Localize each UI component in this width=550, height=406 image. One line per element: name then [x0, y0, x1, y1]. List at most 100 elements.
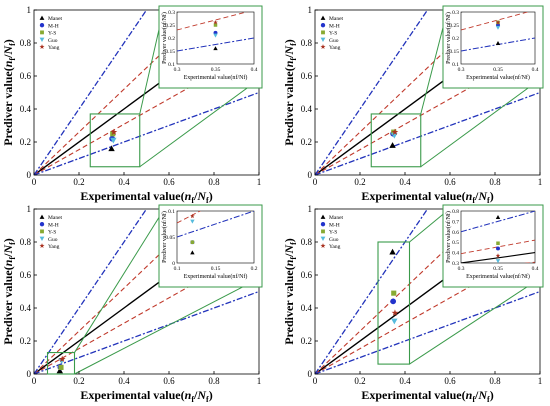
legend-marker — [39, 214, 45, 219]
inset-lower-band-30-line — [177, 12, 249, 31]
legend-label: Guo — [48, 38, 58, 44]
data-point-guo — [110, 137, 117, 144]
inset-frame — [442, 204, 544, 288]
x-tick-label: 0.4 — [118, 376, 130, 386]
axis-label-part: n — [185, 189, 192, 203]
lower-band-50-line — [315, 290, 540, 374]
inset-reference-lines — [177, 12, 254, 52]
zoom-connector — [420, 79, 540, 168]
axis-label-part: n — [1, 60, 15, 67]
axis-label-part: / — [1, 253, 15, 258]
lower-band-50-line — [315, 91, 540, 175]
inset-data-point-manet — [190, 250, 195, 255]
inset-lower-band-50-line — [177, 211, 254, 238]
inset-frame — [442, 5, 544, 89]
data-point-manet — [389, 248, 396, 255]
legend-marker — [39, 236, 45, 241]
axis-label-part: / — [1, 54, 15, 59]
legend-marker — [39, 23, 45, 28]
chart-panel-top-left: 0 0.2 0.4 0.6 0.8 1 0 0.2 0.4 0.6 0.8 1 Experimental… — [1, 5, 263, 205]
inset-x-tick-label: 0.4 — [251, 67, 258, 73]
legend-marker — [320, 214, 326, 219]
y-tick-label: 0.4 — [301, 303, 313, 313]
axis-label-part: ) — [209, 189, 213, 203]
y-tick-label: 0.2 — [20, 137, 31, 147]
legend-label: Yang — [329, 244, 341, 250]
axis-label-part: n — [185, 388, 192, 402]
axis-label-part: N — [1, 244, 15, 255]
axis-label-part: N — [1, 45, 15, 56]
inset-frame — [158, 204, 263, 288]
axis-label-part: N — [282, 244, 296, 255]
axis-label-part: Prediver value( — [282, 266, 296, 345]
inset-y-tick-label: 0.15 — [449, 49, 459, 55]
axis-label-part: Experimental value( — [80, 388, 184, 402]
legend-label: Guo — [329, 38, 339, 44]
axis-label-part: / — [474, 388, 479, 402]
legend-label: Yang — [48, 244, 60, 250]
axis-label-part: f — [487, 196, 490, 205]
zoom-connector — [74, 210, 164, 353]
legend-marker — [321, 229, 325, 234]
inset-data-points — [190, 213, 195, 255]
data-point-manet — [108, 145, 115, 152]
inset-data-point-manet — [495, 215, 501, 219]
x-axis-label: Experimental value(nf/Nf) — [361, 388, 493, 404]
inset-y-tick-label: 0.2 — [452, 36, 459, 42]
axis-label-part: ) — [490, 189, 494, 203]
inset-y-tick-label: 0.25 — [449, 23, 459, 29]
data-point-yang — [58, 355, 66, 362]
x-tick-label: 0.8 — [489, 177, 501, 187]
x-tick-label: 0 — [313, 376, 318, 386]
inset-data-point-guo — [495, 25, 501, 30]
inset-data-point-manet — [213, 46, 218, 51]
axis-label-part: f — [289, 242, 298, 245]
zoom-connector — [409, 210, 448, 243]
x-tick-label: 1 — [257, 376, 262, 386]
axis-label-part: f — [191, 196, 194, 205]
x-tick-label: 0.4 — [399, 177, 411, 187]
y-tick-label: 0.8 — [20, 237, 32, 247]
upper-band-30-line — [34, 10, 208, 175]
axis-label-part: n — [1, 259, 15, 266]
data-point-manet — [389, 142, 396, 148]
y-tick-label: 0.6 — [20, 71, 32, 81]
axis-label-part: ) — [282, 39, 296, 43]
legend-marker — [320, 23, 326, 28]
legend-marker — [40, 229, 44, 234]
x-tick-label: 0.4 — [399, 376, 411, 386]
inset-data-point-m-h — [496, 246, 500, 251]
inset-y-tick-label: 0.1 — [168, 209, 175, 215]
axis-label-part: f — [8, 58, 17, 61]
upper-band-30-line — [34, 209, 208, 374]
data-points — [389, 248, 399, 325]
plot-frame — [33, 208, 260, 375]
inset-data-point-yang — [213, 19, 218, 25]
inset-y-tick-label: 0.1 — [168, 62, 175, 68]
inset-x-label: Experimental value(nf/Nf) — [466, 273, 530, 280]
legend-label: Y-S — [48, 31, 56, 37]
data-point-guo — [391, 132, 398, 139]
y-tick-label: 1 — [308, 5, 313, 15]
zoom-connector — [139, 79, 259, 168]
y-tick-label: 0 — [27, 369, 32, 379]
x-tick-label: 0.8 — [208, 376, 220, 386]
plot-frame — [314, 9, 541, 176]
legend-label: M-H — [329, 23, 340, 29]
x-tick-label: 0.8 — [208, 177, 220, 187]
x-tick-label: 0.6 — [163, 177, 175, 187]
legend-label: Manet — [48, 215, 63, 221]
inset-y-tick-label: 0.25 — [165, 23, 175, 29]
inset-data-point-y-s — [190, 240, 195, 244]
inset-x-tick-label: 0.4 — [532, 67, 539, 73]
y-tick-label: 0.8 — [301, 38, 313, 48]
y-tick-label: 0.4 — [20, 104, 32, 114]
legend-marker — [39, 37, 45, 42]
y-tick-label: 0.8 — [301, 237, 313, 247]
axis-label-part: / — [193, 189, 198, 203]
inset-data-point-guo — [495, 259, 501, 263]
y-tick-label: 0.6 — [301, 270, 313, 280]
